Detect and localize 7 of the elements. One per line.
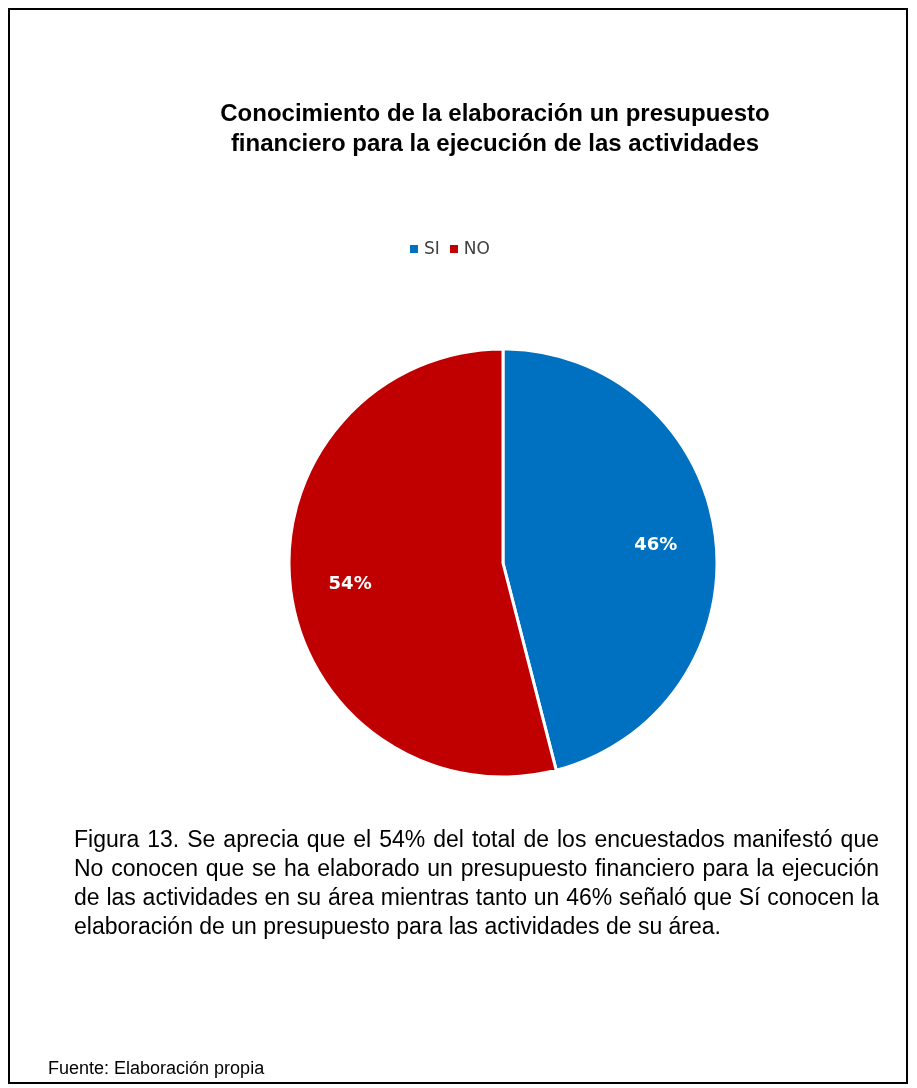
text: Figura 13. Se aprecia que el 54% del total de los encuestados manifestó que No conocen que se ha elaborado un presupuesto financiero para la ejecución de las actividades en su área mientras tanto un 46% señaló que Sí conocen la elaboración de un presupuesto para las actividades de su área. [74, 825, 879, 941]
data-label: 54% [328, 571, 372, 593]
data-label: 46% [634, 533, 678, 555]
chart-title: Conocimiento de la elaboración un presupuesto financiero para la ejecución de las actividades [219, 98, 771, 158]
legend-label: NO [462, 238, 490, 258]
legend-label: SI [423, 238, 440, 258]
source-note: Fuente: Elaboración propia [48, 1058, 265, 1079]
